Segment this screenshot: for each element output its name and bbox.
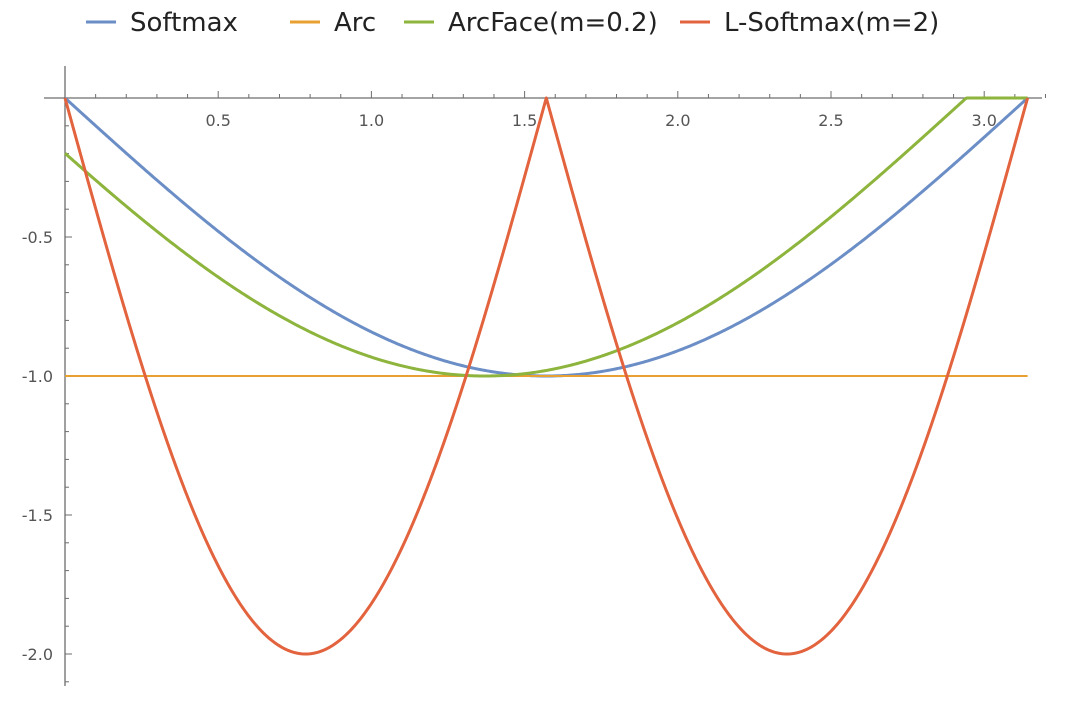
legend-label: Arc [334,8,376,38]
legend-label: Softmax [130,8,238,38]
legend-item: ArcFace(m=0.2) [404,8,658,38]
legend-item: Softmax [86,8,238,38]
y-tick-label: -2.0 [22,645,53,664]
legend: Softmax Arc ArcFace(m=0.2) L-Softmax(m=2) [86,8,939,38]
y-tick-label: -1.0 [22,367,53,386]
series-line-4 [63,96,1030,656]
y-tick-label: -1.5 [22,506,53,525]
legend-item: L-Softmax(m=2) [680,8,939,38]
x-tick-label: 1.5 [512,111,537,130]
x-tick-label: 0.5 [205,111,230,130]
x-tick-label: 2.0 [665,111,690,130]
x-tick-label: 1.0 [359,111,384,130]
legend-item: Arc [290,8,376,38]
y-tick-label: -0.5 [22,228,53,247]
tick-marks [65,91,1046,683]
legend-label: L-Softmax(m=2) [724,8,939,38]
series-line-1 [63,96,1029,378]
series-line-3 [64,96,1028,378]
legend-label: ArcFace(m=0.2) [448,8,658,38]
x-tick-label: 3.0 [971,111,996,130]
tick-labels: 0.5 1.0 1.5 2.0 2.5 3.0 -0.5 -1.0 -1.5 -2.0 [22,111,997,664]
x-tick-label: 2.5 [818,111,843,130]
series-group [63,96,1030,656]
